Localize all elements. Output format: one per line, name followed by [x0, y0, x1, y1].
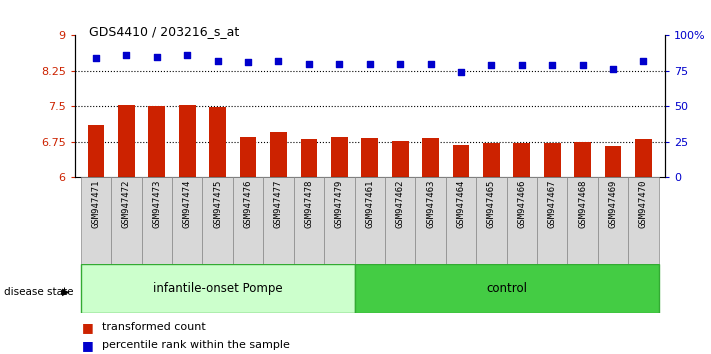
Text: GSM947468: GSM947468 — [578, 179, 587, 228]
Bar — [355, 264, 658, 313]
Text: GSM947461: GSM947461 — [365, 179, 374, 228]
Point — [638, 58, 649, 64]
Point — [364, 61, 375, 67]
Bar — [270, 132, 287, 177]
Point — [242, 59, 254, 65]
Bar — [81, 177, 111, 264]
Bar — [111, 177, 141, 264]
Text: GSM947469: GSM947469 — [609, 179, 618, 228]
Bar — [355, 177, 385, 264]
Bar — [179, 105, 196, 177]
Text: GSM947463: GSM947463 — [426, 179, 435, 228]
Bar — [392, 141, 409, 177]
Text: ■: ■ — [82, 339, 94, 352]
Bar — [483, 143, 500, 177]
Point — [455, 69, 466, 75]
Point — [303, 61, 314, 67]
Bar — [209, 107, 226, 177]
Bar — [598, 177, 629, 264]
Bar — [203, 177, 232, 264]
Point — [90, 55, 102, 61]
Bar — [476, 177, 507, 264]
Bar — [629, 177, 658, 264]
Text: GSM947462: GSM947462 — [395, 179, 405, 228]
Point — [181, 52, 193, 58]
Text: GSM947479: GSM947479 — [335, 179, 344, 228]
Bar — [324, 177, 355, 264]
Text: GSM947473: GSM947473 — [152, 179, 161, 228]
Bar — [240, 137, 257, 177]
Bar — [567, 177, 598, 264]
Bar — [605, 146, 621, 177]
Point — [516, 62, 528, 68]
Text: GSM947471: GSM947471 — [92, 179, 100, 228]
Bar — [513, 143, 530, 177]
Bar — [87, 125, 105, 177]
Point — [151, 54, 163, 59]
Bar — [422, 138, 439, 177]
Text: GSM947477: GSM947477 — [274, 179, 283, 228]
Bar — [294, 177, 324, 264]
Bar — [263, 177, 294, 264]
Point — [577, 62, 588, 68]
Point — [273, 58, 284, 64]
Point — [486, 62, 497, 68]
Text: ▶: ▶ — [62, 287, 70, 297]
Text: GSM947476: GSM947476 — [244, 179, 252, 228]
Text: GSM947466: GSM947466 — [518, 179, 526, 228]
Bar — [301, 139, 317, 177]
Text: GSM947467: GSM947467 — [547, 179, 557, 228]
Text: GSM947465: GSM947465 — [487, 179, 496, 228]
Text: GSM947470: GSM947470 — [639, 179, 648, 228]
Text: percentile rank within the sample: percentile rank within the sample — [102, 340, 289, 350]
Bar — [544, 143, 560, 177]
Point — [121, 52, 132, 58]
Bar — [331, 137, 348, 177]
Bar — [361, 138, 378, 177]
Text: disease state: disease state — [4, 287, 73, 297]
Bar — [172, 177, 203, 264]
Point — [395, 61, 406, 67]
Point — [425, 61, 437, 67]
Bar — [446, 177, 476, 264]
Bar — [574, 142, 591, 177]
Bar — [415, 177, 446, 264]
Bar — [118, 105, 134, 177]
Point — [333, 61, 345, 67]
Text: GSM947474: GSM947474 — [183, 179, 192, 228]
Text: infantile-onset Pompe: infantile-onset Pompe — [153, 282, 282, 295]
Text: GDS4410 / 203216_s_at: GDS4410 / 203216_s_at — [89, 25, 239, 38]
Text: GSM947464: GSM947464 — [456, 179, 466, 228]
Text: GSM947478: GSM947478 — [304, 179, 314, 228]
Text: transformed count: transformed count — [102, 322, 205, 332]
Bar — [232, 177, 263, 264]
Text: control: control — [486, 282, 527, 295]
Text: ■: ■ — [82, 321, 94, 334]
Bar — [453, 145, 469, 177]
Text: GSM947472: GSM947472 — [122, 179, 131, 228]
Bar — [141, 177, 172, 264]
Text: GSM947475: GSM947475 — [213, 179, 222, 228]
Point — [607, 67, 619, 72]
Bar — [507, 177, 537, 264]
Bar — [635, 139, 652, 177]
Bar — [537, 177, 567, 264]
Bar — [149, 106, 165, 177]
Bar — [385, 177, 415, 264]
Point — [212, 58, 223, 64]
Bar — [81, 264, 355, 313]
Point — [547, 62, 558, 68]
